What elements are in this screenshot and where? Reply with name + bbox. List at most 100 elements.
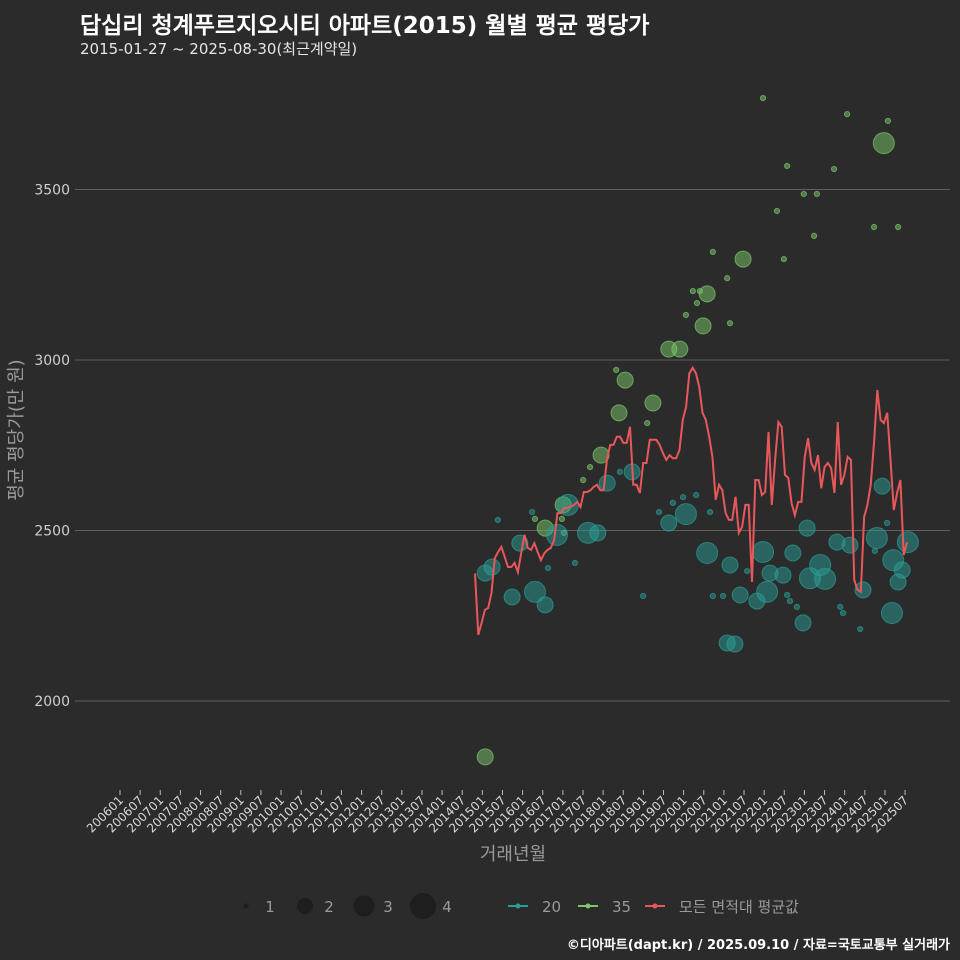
legend-series-label: 20 (542, 898, 561, 916)
legend-size-marker (243, 903, 249, 909)
point-35 (694, 317, 712, 335)
point-20 (752, 540, 775, 563)
point-35 (689, 288, 696, 295)
legend-series-label: 모든 면적대 평균값 (679, 898, 799, 916)
legend-series-dot (515, 903, 521, 909)
point-20 (616, 468, 623, 475)
legend-series-dot (652, 903, 658, 909)
chart-title: 답십리 청계푸르지오시티 아파트(2015) 월별 평균 평당가 (80, 13, 650, 39)
point-20 (571, 559, 579, 566)
point-20 (719, 592, 727, 600)
point-20 (794, 614, 812, 632)
y-tick-label: 3000 (34, 353, 70, 369)
point-35 (724, 275, 731, 282)
point-35 (698, 285, 716, 303)
point-35 (476, 748, 494, 766)
y-tick-label: 2500 (34, 524, 70, 540)
point-20 (854, 581, 872, 599)
point-20 (721, 556, 739, 574)
point-20 (889, 573, 907, 591)
average-line (474, 365, 908, 636)
point-35 (682, 311, 690, 319)
point-20 (896, 531, 919, 554)
point-20 (837, 603, 844, 610)
point-20 (696, 542, 719, 565)
point-20 (598, 474, 616, 492)
point-35 (613, 366, 620, 373)
legend-size-label: 2 (324, 898, 334, 916)
point-20 (883, 519, 891, 527)
point-20 (523, 580, 546, 603)
point-20 (546, 523, 569, 546)
point-20 (814, 567, 837, 590)
point-20 (880, 602, 903, 625)
point-20 (731, 586, 749, 604)
legend-size-marker (410, 893, 436, 919)
point-35 (872, 132, 895, 155)
point-20 (544, 564, 552, 572)
legend: 1 2 3 4 20 35 모든 면적대 평균값 (243, 893, 799, 919)
point-35 (644, 419, 651, 427)
point-20 (784, 591, 791, 599)
point-20 (674, 503, 697, 526)
point-35 (610, 404, 628, 422)
point-35 (780, 255, 787, 263)
point-20 (726, 635, 744, 653)
point-35 (813, 190, 821, 198)
x-axis-title: 거래년월 (480, 844, 546, 865)
legend-series-label: 35 (612, 898, 631, 916)
point-20 (536, 596, 554, 614)
point-35 (773, 207, 781, 215)
point-20 (784, 544, 802, 562)
point-20 (744, 567, 751, 575)
point-20 (706, 508, 714, 516)
point-20 (871, 547, 878, 555)
point-20 (756, 580, 779, 603)
point-20 (786, 597, 794, 605)
legend-size-label: 4 (442, 898, 452, 916)
point-35 (800, 190, 807, 198)
point-20 (839, 609, 847, 617)
point-35 (784, 162, 791, 170)
point-35 (671, 340, 689, 358)
point-35 (586, 463, 594, 471)
legend-size-marker (297, 898, 313, 914)
point-20 (483, 558, 501, 576)
point-35 (810, 232, 818, 239)
footer-credit: ©디아파트(dapt.kr) / 2025.09.10 / 자료=국토교통부 실… (566, 938, 950, 953)
point-35 (759, 95, 767, 102)
point-35 (580, 476, 587, 484)
legend-size-label: 1 (265, 898, 275, 916)
point-35 (830, 165, 838, 173)
legend-series-dot (585, 903, 591, 909)
point-35 (843, 111, 851, 118)
point-20 (709, 592, 716, 600)
point-35 (558, 515, 566, 523)
legend-size-label: 3 (383, 898, 393, 916)
point-35 (531, 515, 539, 523)
point-20 (798, 519, 816, 537)
point-35 (693, 299, 701, 307)
point-35 (884, 117, 891, 125)
chart-subtitle: 2015-01-27 ~ 2025-08-30(최근계약일) (80, 40, 358, 58)
point-35 (894, 223, 902, 231)
point-20 (639, 592, 647, 600)
y-tick-label: 3500 (34, 183, 70, 199)
point-20 (873, 477, 891, 495)
point-20 (660, 514, 678, 532)
point-35 (709, 248, 716, 256)
y-axis-title: 평균 평당가(만 원) (6, 359, 27, 500)
point-20 (655, 508, 663, 516)
point-20 (774, 566, 792, 584)
point-35 (592, 446, 610, 464)
point-20 (669, 499, 676, 506)
point-20 (693, 491, 700, 499)
y-tick-label: 2000 (34, 694, 70, 710)
point-20 (589, 524, 607, 542)
point-20 (841, 536, 859, 554)
point-35 (870, 223, 878, 231)
legend-size-marker (353, 895, 375, 917)
point-20 (494, 516, 501, 524)
point-20 (793, 603, 801, 610)
